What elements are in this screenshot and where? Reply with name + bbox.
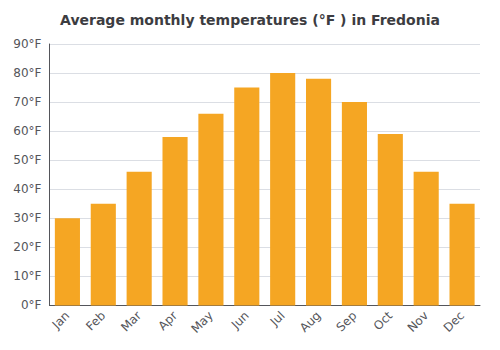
svg-text:50°F: 50°F xyxy=(13,153,41,167)
svg-text:Oct: Oct xyxy=(371,308,396,333)
svg-text:Sep: Sep xyxy=(334,309,360,335)
svg-text:Nov: Nov xyxy=(405,309,431,335)
svg-text:Jun: Jun xyxy=(228,309,252,333)
svg-text:Jan: Jan xyxy=(49,309,73,333)
svg-text:10°F: 10°F xyxy=(13,269,41,283)
svg-text:90°F: 90°F xyxy=(13,37,41,51)
svg-text:30°F: 30°F xyxy=(13,211,41,225)
svg-text:May: May xyxy=(188,309,215,336)
svg-text:20°F: 20°F xyxy=(13,240,41,254)
svg-text:Feb: Feb xyxy=(83,309,108,334)
svg-text:Jul: Jul xyxy=(267,309,288,330)
svg-text:70°F: 70°F xyxy=(13,95,41,109)
svg-text:Aug: Aug xyxy=(297,309,323,335)
svg-text:60°F: 60°F xyxy=(13,124,41,138)
svg-text:40°F: 40°F xyxy=(13,182,41,196)
svg-text:Mar: Mar xyxy=(118,308,144,334)
svg-text:80°F: 80°F xyxy=(13,66,41,80)
svg-text:Average monthly temperatures (: Average monthly temperatures (°F ) in Fr… xyxy=(60,12,440,28)
svg-text:0°F: 0°F xyxy=(21,298,42,312)
svg-text:Dec: Dec xyxy=(441,309,467,335)
svg-text:Apr: Apr xyxy=(155,308,180,333)
